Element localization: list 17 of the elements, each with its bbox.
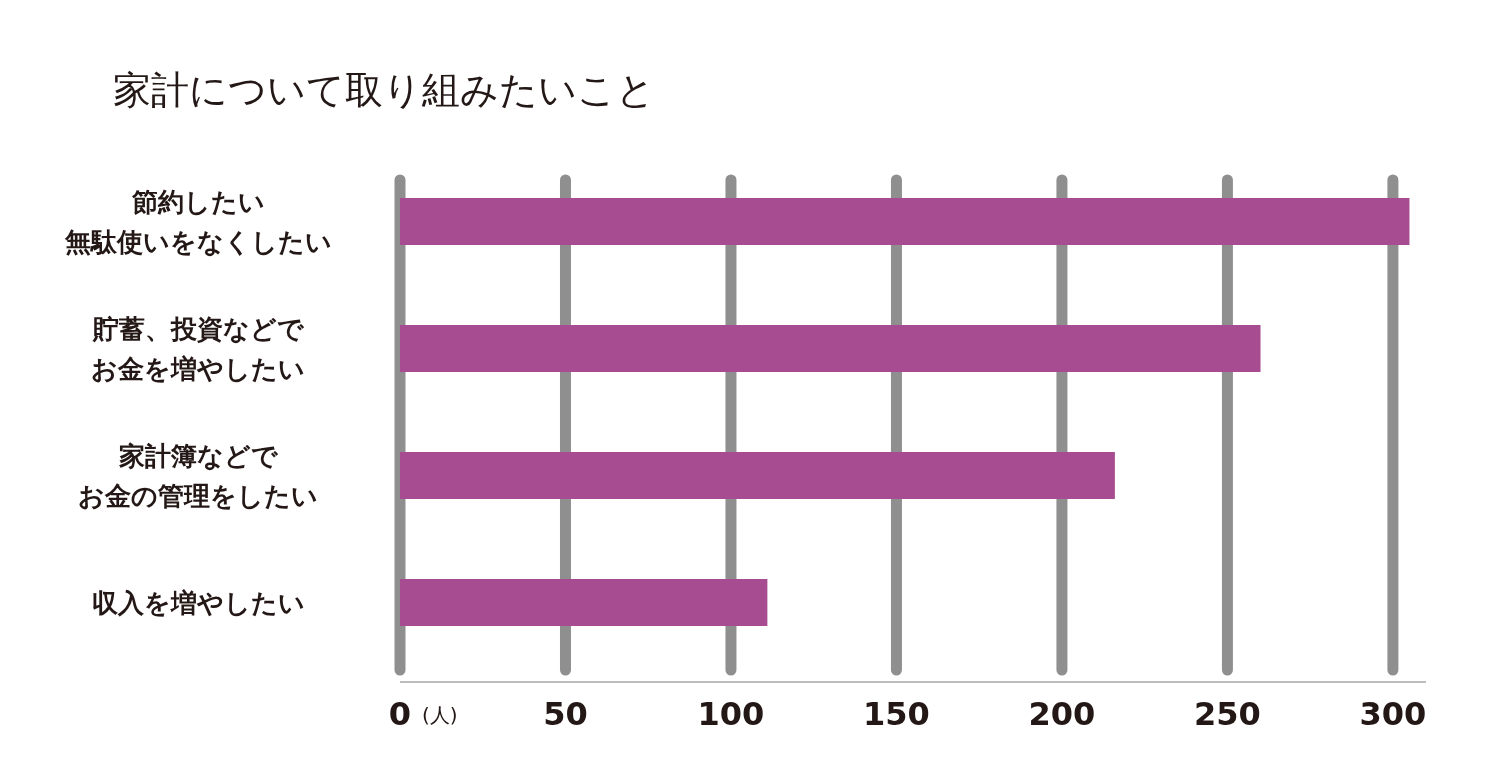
- x-tick-label: 250: [1194, 695, 1261, 733]
- x-tick-label: 200: [1028, 695, 1096, 733]
- y-tick-label: 収入を増やしたい: [91, 587, 305, 618]
- bar: [400, 325, 1261, 372]
- y-tick-label: 家計簿などでお金の管理をしたい: [78, 440, 318, 511]
- bar: [400, 452, 1115, 499]
- y-tick-label: 貯蓄、投資などでお金を増やしたい: [91, 313, 305, 384]
- x-tick-label: 300: [1359, 695, 1427, 733]
- x-tick-label: 50: [543, 695, 588, 733]
- x-axis-title: (人): [422, 703, 458, 727]
- chart-title: 家計について取り組みたいこと: [113, 68, 655, 112]
- bar: [400, 579, 768, 626]
- x-tick-label: 100: [697, 695, 765, 733]
- x-tick-label: 0: [388, 695, 412, 733]
- x-tick-label: 150: [863, 695, 930, 733]
- bar: [400, 198, 1410, 245]
- y-tick-label: 節約したい無駄使いをなくしたい: [63, 186, 332, 257]
